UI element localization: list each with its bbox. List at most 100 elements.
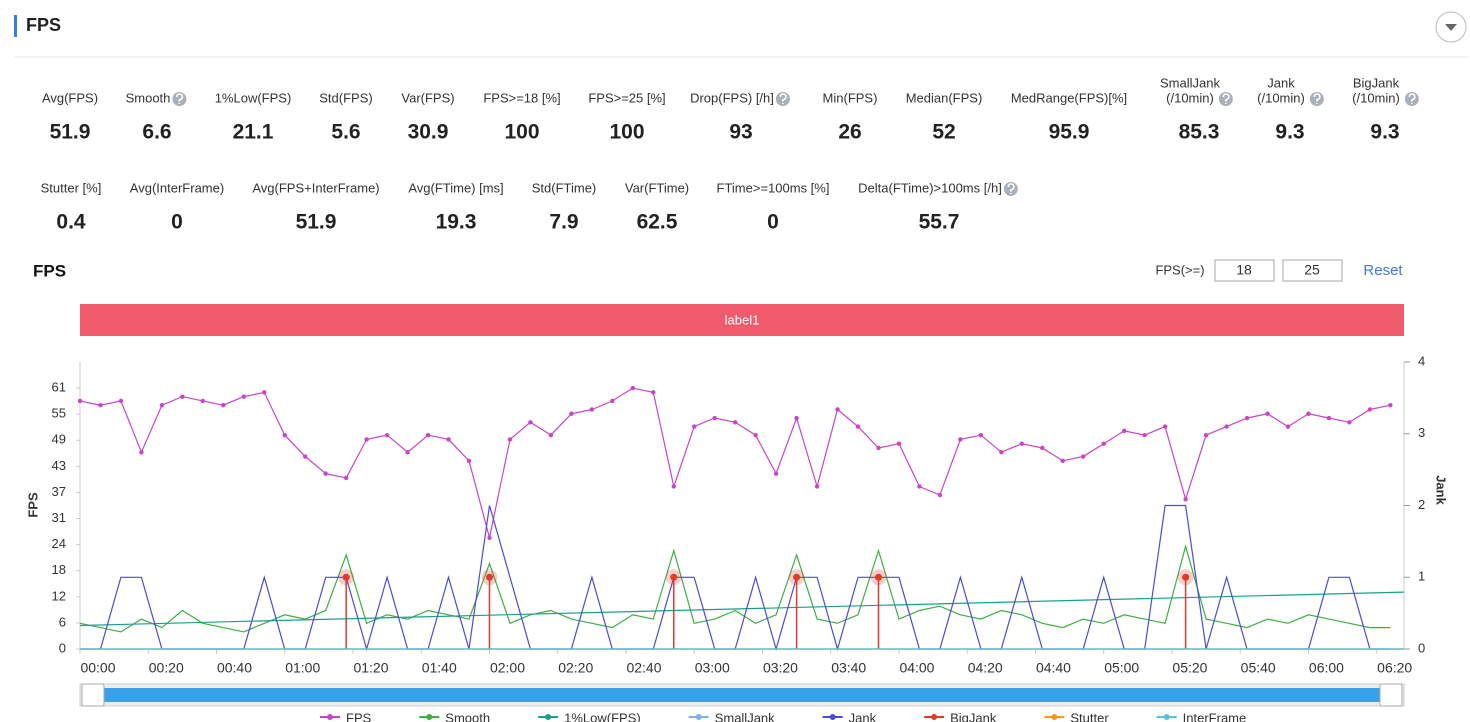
label-band bbox=[80, 304, 1404, 336]
bigjank-point bbox=[874, 573, 882, 581]
metric-value: 19.3 bbox=[436, 211, 477, 234]
band-label: label1 bbox=[725, 312, 760, 327]
series-point bbox=[323, 471, 328, 476]
threshold-input[interactable] bbox=[1282, 259, 1343, 282]
x-tick-label: 05:20 bbox=[1172, 660, 1207, 676]
series-point bbox=[282, 432, 287, 438]
series-line bbox=[79, 591, 1405, 627]
series-point bbox=[732, 420, 738, 425]
x-tick-label: 01:20 bbox=[353, 660, 388, 676]
series-point bbox=[589, 407, 595, 412]
bigjank-point bbox=[485, 573, 493, 581]
series-point bbox=[835, 407, 840, 412]
metric-value: 0 bbox=[171, 211, 183, 234]
help-icon[interactable] bbox=[1003, 182, 1018, 196]
legend-label: Jank bbox=[849, 710, 877, 722]
metric-value: 7.9 bbox=[549, 211, 578, 234]
help-icon[interactable] bbox=[1309, 92, 1324, 106]
metric-label: SmallJank bbox=[1160, 75, 1220, 90]
help-icon[interactable] bbox=[1404, 92, 1419, 106]
y-tick-label: 61 bbox=[52, 380, 66, 395]
legend-dot bbox=[545, 714, 552, 720]
x-tick-label: 00:20 bbox=[149, 660, 184, 676]
series-line bbox=[79, 387, 1391, 538]
y2-tick-label: 4 bbox=[1418, 353, 1425, 368]
metric-sublabel: (/10min) bbox=[1257, 90, 1305, 105]
series-point bbox=[651, 390, 656, 395]
series-point bbox=[241, 394, 246, 399]
help-glyph bbox=[1007, 183, 1015, 194]
x-tick-label: 01:40 bbox=[422, 660, 457, 676]
metric-sublabel: (/10min) bbox=[1166, 90, 1214, 105]
y-tick-label: 12 bbox=[52, 588, 66, 603]
bigjank-point bbox=[1182, 573, 1190, 581]
help-icon[interactable] bbox=[1218, 92, 1233, 106]
help-icon[interactable] bbox=[775, 92, 790, 106]
metric-value: 62.5 bbox=[637, 211, 678, 234]
series-point bbox=[958, 437, 963, 442]
y-tick-label: 18 bbox=[52, 562, 66, 577]
collapse-button[interactable] bbox=[1435, 11, 1467, 43]
legend-label: SmallJank bbox=[715, 710, 775, 722]
x-tick-label: 03:00 bbox=[695, 660, 730, 676]
legend-dot bbox=[829, 714, 836, 720]
x-tick-label: 05:00 bbox=[1104, 660, 1139, 676]
y2-tick-label: 0 bbox=[1418, 640, 1425, 655]
metric-label: Smooth bbox=[126, 90, 171, 105]
metric-label: Median(FPS) bbox=[906, 90, 983, 105]
metric-label: Avg(FPS+InterFrame) bbox=[252, 180, 379, 195]
metric-value: 9.3 bbox=[1275, 121, 1304, 144]
series-point bbox=[405, 450, 410, 455]
help-icon[interactable] bbox=[172, 92, 187, 106]
series-point bbox=[528, 420, 533, 425]
series-point bbox=[1040, 445, 1045, 451]
series-point bbox=[1019, 441, 1025, 446]
series-point bbox=[1162, 424, 1168, 429]
series-point bbox=[1265, 411, 1270, 416]
legend-label: FPS bbox=[346, 710, 372, 722]
bigjank-point bbox=[793, 573, 801, 581]
series-point bbox=[1244, 415, 1250, 421]
series-point bbox=[1101, 441, 1106, 446]
series-point bbox=[937, 492, 943, 498]
series-point bbox=[876, 445, 881, 451]
x-tick-label: 02:00 bbox=[490, 660, 525, 676]
series-point bbox=[1306, 411, 1311, 416]
legend-label: InterFrame bbox=[1183, 710, 1247, 722]
bigjank-point bbox=[342, 573, 350, 581]
x-tick-label: 01:00 bbox=[285, 660, 320, 676]
metric-value: 5.6 bbox=[331, 121, 360, 144]
legend-label: BigJank bbox=[950, 710, 997, 722]
series-point bbox=[814, 484, 820, 489]
metric-label: BigJank bbox=[1353, 75, 1400, 90]
x-tick-label: 03:20 bbox=[763, 660, 798, 676]
reset-button[interactable]: Reset bbox=[1363, 262, 1403, 279]
x-tick-label: 04:00 bbox=[899, 660, 934, 676]
metric-label: 1%Low(FPS) bbox=[215, 90, 292, 105]
metric-label: FTime>=100ms [%] bbox=[717, 180, 830, 195]
series-point bbox=[118, 398, 124, 404]
bigjank-point bbox=[670, 573, 678, 581]
series-point bbox=[630, 385, 636, 391]
threshold-label: FPS(>=) bbox=[1155, 262, 1204, 277]
series-point bbox=[1285, 424, 1291, 429]
series-point bbox=[671, 484, 676, 489]
range-slider[interactable] bbox=[79, 683, 1405, 707]
section-title: FPS bbox=[26, 15, 61, 35]
series-point bbox=[610, 398, 615, 404]
threshold-value: 18 bbox=[1236, 262, 1252, 278]
series-point bbox=[1347, 420, 1352, 425]
series-point bbox=[773, 471, 779, 476]
y2-tick-label: 2 bbox=[1418, 497, 1425, 512]
threshold-input[interactable] bbox=[1214, 259, 1275, 282]
metric-sublabel: (/10min) bbox=[1352, 90, 1400, 105]
series-point bbox=[917, 484, 922, 489]
x-tick-label: 00:00 bbox=[80, 660, 115, 676]
series-point bbox=[896, 441, 902, 446]
series-point bbox=[446, 437, 451, 442]
series-point bbox=[1121, 428, 1127, 434]
series-point bbox=[999, 450, 1004, 455]
help-glyph bbox=[779, 93, 787, 104]
metric-value: 30.9 bbox=[408, 121, 449, 144]
series-point bbox=[1224, 424, 1229, 429]
